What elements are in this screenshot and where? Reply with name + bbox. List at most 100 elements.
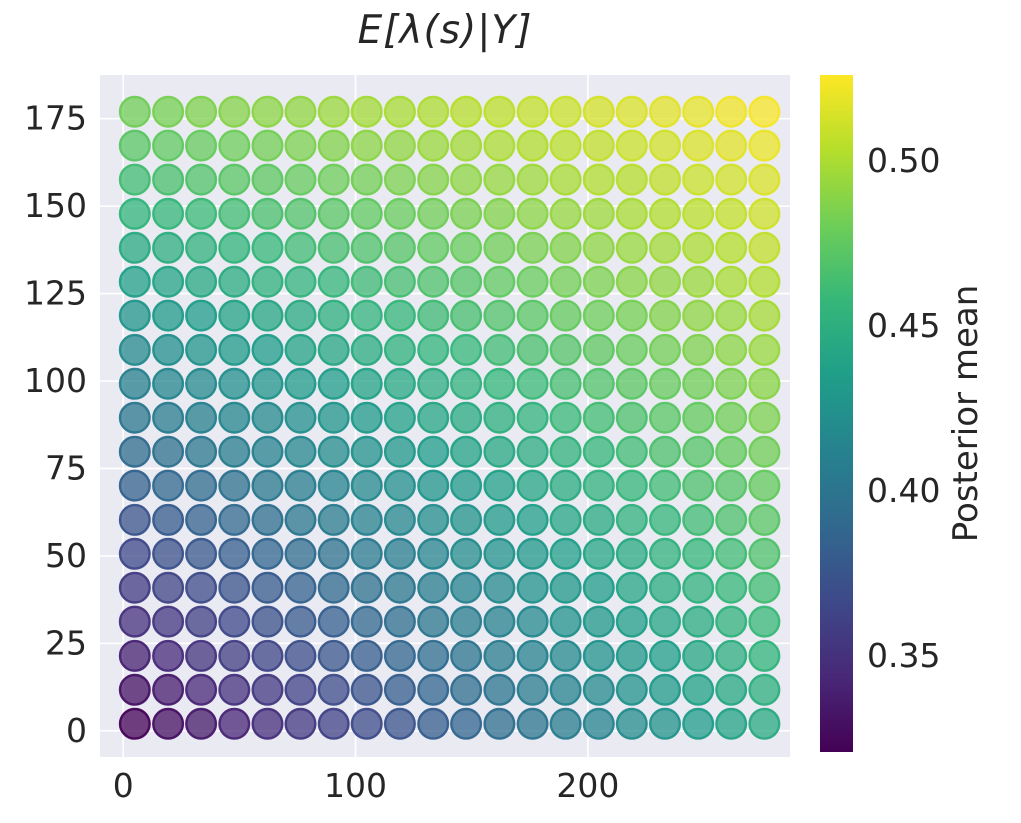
data-point: [615, 537, 648, 570]
data-point: [284, 333, 317, 366]
data-point: [715, 571, 748, 604]
data-point: [649, 265, 682, 298]
data-point: [682, 571, 715, 604]
data-point: [317, 707, 350, 740]
data-point: [748, 469, 781, 502]
data-point: [152, 367, 185, 400]
data-point: [450, 605, 483, 638]
data-point: [549, 95, 582, 128]
data-point: [450, 707, 483, 740]
data-point: [317, 197, 350, 230]
data-point: [152, 333, 185, 366]
data-point: [516, 537, 549, 570]
data-point: [715, 537, 748, 570]
data-point: [450, 163, 483, 196]
data-point: [682, 163, 715, 196]
data-point: [350, 707, 383, 740]
data-point: [516, 503, 549, 536]
data-point: [549, 333, 582, 366]
data-point: [118, 605, 151, 638]
data-point: [417, 639, 450, 672]
data-point: [549, 673, 582, 706]
data-point: [649, 367, 682, 400]
data-point: [417, 231, 450, 264]
data-point: [649, 537, 682, 570]
data-point: [317, 163, 350, 196]
data-point: [483, 129, 516, 162]
data-point: [218, 707, 251, 740]
data-point: [450, 333, 483, 366]
data-point: [118, 435, 151, 468]
data-point: [317, 401, 350, 434]
y-tick-label: 175: [24, 99, 87, 138]
data-point: [284, 605, 317, 638]
data-point: [118, 639, 151, 672]
data-point: [582, 707, 615, 740]
data-point: [218, 435, 251, 468]
data-point: [152, 639, 185, 672]
data-point: [649, 231, 682, 264]
data-point: [715, 129, 748, 162]
data-point: [350, 503, 383, 536]
data-point: [715, 197, 748, 230]
data-point: [615, 95, 648, 128]
data-point: [185, 605, 218, 638]
y-tick-label: 75: [45, 448, 87, 487]
data-point: [185, 401, 218, 434]
data-point: [715, 163, 748, 196]
data-point: [251, 333, 284, 366]
data-point: [152, 129, 185, 162]
data-point: [615, 401, 648, 434]
data-point: [383, 571, 416, 604]
data-point: [317, 605, 350, 638]
data-point: [649, 605, 682, 638]
data-point: [715, 673, 748, 706]
data-point: [582, 265, 615, 298]
data-point: [450, 503, 483, 536]
data-point: [483, 605, 516, 638]
data-point: [682, 95, 715, 128]
data-point: [748, 333, 781, 366]
data-point: [185, 129, 218, 162]
data-point: [317, 673, 350, 706]
data-point: [350, 537, 383, 570]
data-point: [483, 333, 516, 366]
data-point: [549, 605, 582, 638]
data-point: [383, 299, 416, 332]
data-point: [450, 435, 483, 468]
data-point: [649, 95, 682, 128]
data-point: [615, 707, 648, 740]
data-point: [483, 401, 516, 434]
data-point: [748, 265, 781, 298]
data-point: [715, 707, 748, 740]
data-point: [483, 95, 516, 128]
data-point: [383, 95, 416, 128]
data-point: [417, 707, 450, 740]
data-point: [350, 265, 383, 298]
data-point: [549, 435, 582, 468]
data-point: [615, 605, 648, 638]
data-point: [152, 605, 185, 638]
data-point: [715, 401, 748, 434]
data-point: [152, 401, 185, 434]
data-point: [582, 469, 615, 502]
data-point: [152, 537, 185, 570]
data-point: [185, 571, 218, 604]
data-point: [251, 299, 284, 332]
data-point: [715, 299, 748, 332]
data-point: [582, 537, 615, 570]
data-point: [748, 435, 781, 468]
data-point: [185, 537, 218, 570]
data-point: [615, 503, 648, 536]
data-point: [350, 571, 383, 604]
data-point: [682, 605, 715, 638]
data-point: [284, 367, 317, 400]
data-point: [649, 197, 682, 230]
data-point: [450, 231, 483, 264]
data-point: [218, 95, 251, 128]
data-point: [516, 435, 549, 468]
data-point: [483, 367, 516, 400]
data-point: [483, 707, 516, 740]
data-point: [549, 571, 582, 604]
